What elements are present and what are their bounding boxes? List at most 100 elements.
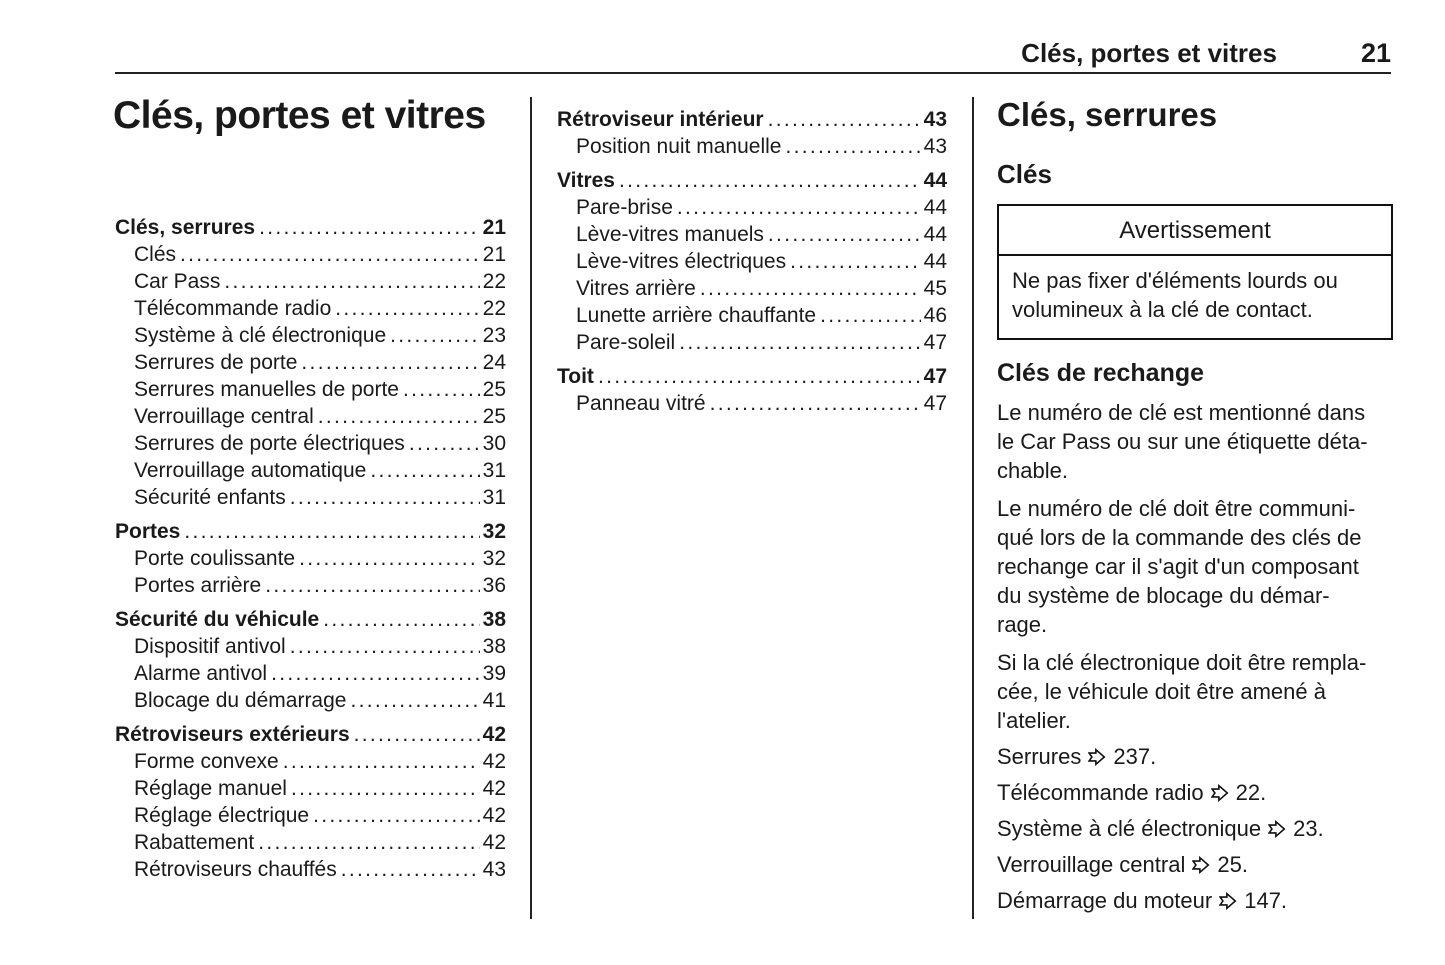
toc-entry: Portes arrière 36 [115,572,506,599]
toc-leader-dots [710,390,921,417]
toc-entry-page: 22 [482,270,506,293]
toc-entry: Serrures de porte 24 [115,349,506,376]
toc-entry-page: 25 [482,378,506,401]
toc-entry: Panneau vitré 47 [557,390,947,417]
toc-entry: Portes 32 [115,518,506,545]
paragraph-2: Le numéro de clé doit être communi- qué … [997,496,1362,637]
toc-leader-dots [790,248,921,275]
toc-entry-label: Réglage manuel [134,777,287,800]
toc-entry-page: 44 [923,169,947,192]
toc-entry-label: Lève-vitres électriques [576,250,787,273]
toc-entry-page: 42 [482,831,506,854]
toc-entry: Rétroviseurs extérieurs 42 [115,721,506,748]
toc-entry-label: Vitres [557,169,615,192]
toc-entry: Clés 21 [115,241,506,268]
toc-leader-dots [409,430,480,457]
toc-entry-page: 24 [482,351,506,374]
running-header-chapter: Clés, portes et vitres [1021,38,1277,68]
toc-column-2: Rétroviseur intérieur 43 Position nuit m… [557,106,947,417]
toc-entry-page: 47 [923,365,947,388]
cross-reference-label: Verrouillage central [997,852,1186,877]
toc-entry-page: 25 [482,405,506,428]
toc-entry: Réglage électrique 42 [115,802,506,829]
toc-leader-dots [258,829,479,856]
toc-entry-page: 45 [923,277,947,300]
toc-entry-label: Serrures manuelles de porte [134,378,399,401]
toc-entry: Verrouillage central 25 [115,403,506,430]
toc-entry: Télécommande radio 22 [115,295,506,322]
toc-entry-page: 23 [482,324,506,347]
toc-leader-dots [619,167,921,194]
toc-entry-page: 43 [923,135,947,158]
column-separator-2 [972,97,974,919]
toc-entry-label: Sécurité du véhicule [115,608,320,631]
toc-leader-dots [291,775,480,802]
cross-reference-page: 237. [1113,744,1157,769]
toc-entry: Verrouillage automatique 31 [115,457,506,484]
toc-leader-dots [290,484,480,511]
toc-entry-page: 42 [482,723,506,746]
toc-entry-label: Car Pass [134,270,221,293]
toc-entry-label: Serrures de porte électriques [134,432,405,455]
cross-reference-line: Verrouillage central 25. [997,850,1393,879]
toc-entry-page: 36 [482,574,506,597]
toc-entry-label: Alarme antivol [134,662,268,685]
page-reference-arrow-icon [1218,891,1237,911]
subsection-heading-cles-de-rechange: Clés de rechange [997,359,1205,387]
toc-entry-page: 21 [482,216,506,239]
toc-entry-page: 32 [482,547,506,570]
toc-entry-label: Lunette arrière chauffante [576,304,817,327]
toc-entry-page: 44 [923,196,947,219]
cross-reference-line: Télécommande radio 22. [997,778,1393,807]
toc-entry-label: Réglage électrique [134,804,310,827]
toc-leader-dots [354,721,480,748]
toc-leader-dots [180,241,480,268]
toc-leader-dots [184,518,479,545]
section-heading: Clés, serrures [997,96,1218,133]
toc-leader-dots [283,748,480,775]
toc-entry-page: 47 [923,392,947,415]
toc-leader-dots [785,133,920,160]
cross-reference-line: Démarrage du moteur 147. [997,886,1393,915]
toc-entry: Clés, serrures 21 [115,214,506,241]
cross-reference-label: Télécommande radio [997,780,1204,805]
toc-entry: Vitres arrière 45 [557,275,947,302]
toc-entry-label: Rétroviseurs chauffés [134,858,337,881]
toc-entry-label: Clés, serrures [115,216,256,239]
toc-entry: Pare-brise 44 [557,194,947,221]
toc-entry-page: 47 [923,331,947,354]
toc-entry: Dispositif antivol 38 [115,633,506,660]
content-column: Clés, serrures Clés Avertissement Ne pas… [997,94,1393,915]
toc-entry-label: Sécurité enfants [134,486,286,509]
warning-title: Avertissement [999,206,1391,256]
toc-leader-dots [679,329,920,356]
toc-entry: Rétroviseur intérieur 43 [557,106,947,133]
toc-entry-label: Pare-soleil [576,331,676,354]
toc-leader-dots [598,363,921,390]
toc-leader-dots [301,349,479,376]
toc-entry-page: 31 [482,459,506,482]
toc-entry-label: Panneau vitré [576,392,706,415]
page-reference-arrow-icon [1267,819,1286,839]
toc-entry-label: Clés [134,243,177,266]
toc-leader-dots [820,302,921,329]
toc-leader-dots [290,633,480,660]
toc-entry-label: Télécommande radio [134,297,332,320]
toc-entry-label: Rétroviseur intérieur [557,108,764,131]
toc-entry-label: Forme convexe [134,750,279,773]
toc-entry-label: Rétroviseurs extérieurs [115,723,350,746]
toc-leader-dots [313,802,480,829]
toc-leader-dots [299,545,480,572]
toc-entry-page: 38 [482,635,506,658]
toc-entry-label: Lève-vitres manuels [576,223,764,246]
toc-entry: Serrures manuelles de porte 25 [115,376,506,403]
toc-entry: Système à clé électronique 23 [115,322,506,349]
toc-entry-page: 30 [482,432,506,455]
toc-entry: Serrures de porte électriques 30 [115,430,506,457]
cross-references: Serrures 237. Télécommande radio 22. Systè… [997,742,1393,915]
toc-leader-dots [768,106,921,133]
toc-entry-page: 39 [482,662,506,685]
toc-entry-page: 38 [482,608,506,631]
toc-entry-label: Blocage du démarrage [134,689,347,712]
toc-entry-label: Position nuit manuelle [576,135,782,158]
